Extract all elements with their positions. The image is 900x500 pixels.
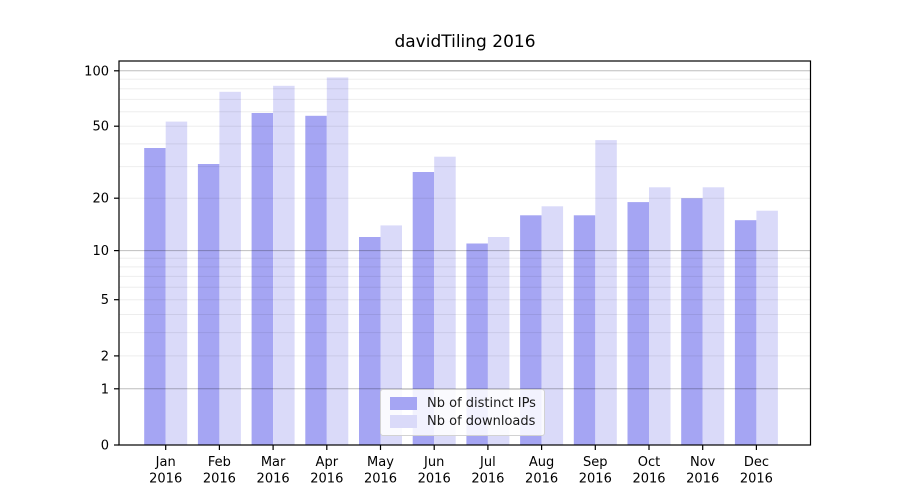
bar-distinct-ips-apr — [305, 115, 327, 446]
bar-downloads-sep — [595, 140, 617, 445]
bar-downloads-nov — [702, 187, 725, 446]
legend-label-downloads: Nb of downloads — [427, 413, 536, 429]
chart-title: davidTiling 2016 — [394, 32, 536, 52]
y-tick-label: 10 — [92, 244, 109, 259]
bar-downloads-oct — [649, 187, 671, 446]
bar-distinct-ips-feb — [197, 164, 220, 445]
bar-distinct-ips-aug — [520, 215, 542, 445]
x-tick-label-aug: Aug 2016 — [525, 455, 558, 487]
bar-distinct-ips-mar — [251, 113, 274, 445]
bar-downloads-dec — [756, 210, 778, 445]
legend: Nb of distinct IPs Nb of downloads — [380, 389, 545, 436]
x-tick-label-jun: Jun 2016 — [418, 455, 451, 487]
bar-distinct-ips-oct — [627, 202, 649, 445]
y-tick-label: 2 — [101, 349, 109, 364]
bar-distinct-ips-nov — [681, 198, 703, 445]
bar-downloads-mar — [273, 85, 295, 446]
x-tick-label-jan: Jan 2016 — [149, 455, 182, 487]
bar-downloads-feb — [219, 91, 241, 446]
x-tick-label-dec: Dec 2016 — [740, 455, 773, 487]
bar-distinct-ips-may — [359, 237, 381, 445]
y-tick-label: 20 — [92, 192, 109, 207]
x-tick-label-mar: Mar 2016 — [257, 455, 290, 487]
x-tick-label-nov: Nov 2016 — [686, 455, 719, 487]
x-tick-label-may: May 2016 — [364, 455, 397, 487]
bar-downloads-jan — [165, 121, 188, 445]
bar-distinct-ips-dec — [734, 220, 757, 445]
bar-downloads-jun — [434, 156, 456, 445]
y-tick-label: 50 — [92, 120, 109, 135]
y-tick-label: 0 — [101, 439, 109, 454]
legend-swatch-distinct-ips — [390, 397, 417, 411]
bar-distinct-ips-sep — [573, 215, 596, 445]
legend-item-distinct-ips: Nb of distinct IPs — [390, 396, 536, 412]
y-tick-label: 1 — [101, 382, 109, 397]
x-tick-label-sep: Sep 2016 — [579, 455, 612, 487]
y-tick-label: 100 — [84, 64, 109, 79]
bar-downloads-apr — [326, 77, 349, 445]
x-tick-label-apr: Apr 2016 — [310, 455, 343, 487]
x-tick-label-feb: Feb 2016 — [203, 455, 236, 487]
x-tick-label-jul: Jul 2016 — [471, 455, 504, 487]
x-tick-label-oct: Oct 2016 — [632, 455, 665, 487]
y-tick-label: 5 — [101, 293, 109, 308]
legend-item-downloads: Nb of downloads — [390, 414, 535, 429]
bar-distinct-ips-jan — [144, 148, 166, 445]
legend-label-distinct-ips: Nb of distinct IPs — [427, 396, 536, 412]
bar-distinct-ips-jun — [412, 172, 435, 445]
legend-swatch-downloads — [390, 414, 417, 428]
bar-downloads-aug — [541, 206, 564, 445]
plot-border — [118, 60, 812, 446]
